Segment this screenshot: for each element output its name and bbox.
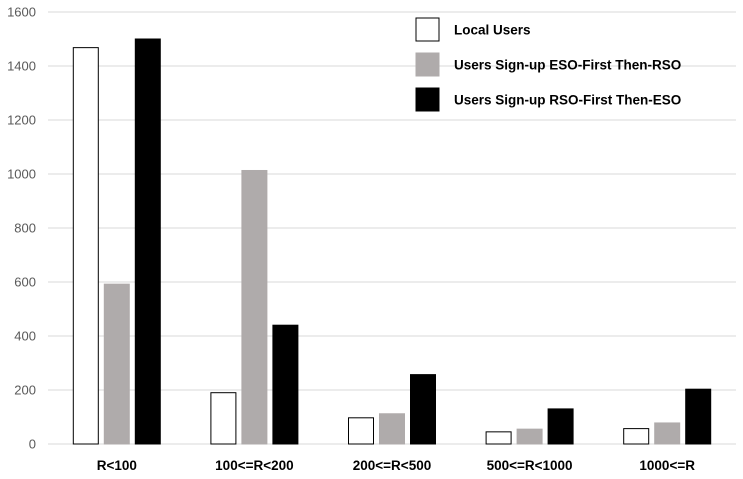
y-tick-label: 1000 (7, 167, 36, 182)
bar-2-5 (654, 422, 681, 445)
x-tick-label: R<100 (97, 458, 137, 473)
legend-swatch (415, 52, 440, 77)
bar-2-1 (103, 283, 130, 445)
bar-3-1 (134, 38, 161, 445)
y-axis-ticks: 0 200 400 600 800 1000 1200 1400 1600 (7, 5, 36, 452)
bar-1-1 (72, 47, 99, 445)
bars (72, 38, 712, 445)
x-tick-label: 200<=R<500 (353, 458, 431, 473)
bar-1-3 (348, 417, 374, 445)
gridlines (48, 11, 736, 445)
x-tick-label: 1000<=R (639, 458, 695, 473)
bar-2-2 (241, 169, 268, 445)
legend: Local Users Users Sign-up ESO-First Then-… (415, 17, 681, 112)
legend-swatch (415, 87, 440, 112)
y-tick-label: 1400 (7, 59, 36, 74)
legend-swatch (415, 17, 440, 42)
y-tick-label: 400 (14, 329, 36, 344)
bar-3-4 (547, 408, 574, 445)
y-tick-label: 200 (14, 383, 36, 398)
x-tick-label: 500<=R<1000 (487, 458, 573, 473)
legend-label: Users Sign-up RSO-First Then-ESO (454, 93, 681, 108)
y-tick-label: 1600 (7, 5, 36, 20)
bar-3-5 (685, 388, 712, 445)
y-tick-label: 800 (14, 221, 36, 236)
x-tick-label: 100<=R<200 (215, 458, 293, 473)
y-tick-label: 600 (14, 275, 36, 290)
bar-1-5 (623, 428, 650, 445)
y-tick-label: 0 (29, 437, 36, 452)
bar-1-2 (210, 392, 237, 445)
legend-label: Users Sign-up ESO-First Then-RSO (454, 58, 681, 73)
bar-1-4 (485, 431, 512, 445)
bar-2-3 (379, 413, 405, 445)
x-axis-ticks: R<100 100<=R<200 200<=R<500 500<=R<1000 1000… (97, 458, 696, 473)
bar-3-2 (272, 324, 299, 445)
bar-2-4 (516, 428, 543, 445)
bar-3-3 (410, 374, 436, 445)
legend-label: Local Users (454, 23, 531, 38)
y-tick-label: 1200 (7, 113, 36, 128)
